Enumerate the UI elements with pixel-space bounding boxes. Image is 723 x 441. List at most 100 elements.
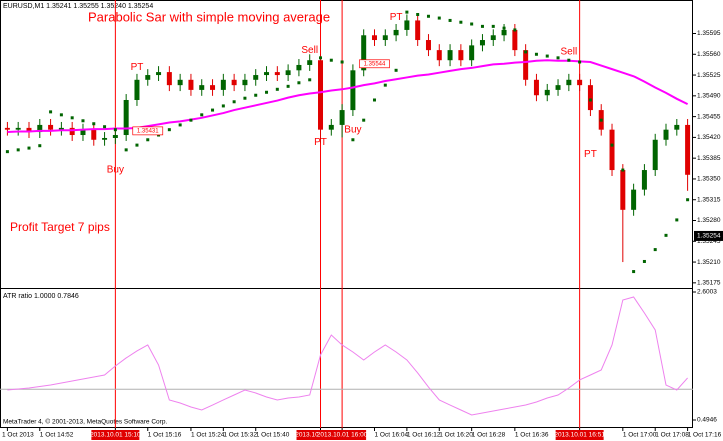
sar-dot [459, 20, 463, 24]
candle-body [48, 124, 54, 130]
sar-dot [426, 14, 430, 18]
sar-dot [319, 56, 323, 60]
sar-dot [405, 10, 409, 14]
candle-body [501, 29, 507, 36]
sar-dot [167, 128, 171, 132]
candle-body [404, 20, 410, 30]
candle-body [544, 89, 550, 96]
sar-dot [308, 78, 312, 82]
candle-body [641, 170, 647, 190]
x-tick-highlight [555, 430, 604, 440]
sar-dot [470, 22, 474, 26]
signal-label: PT [584, 149, 597, 160]
chart-title: Parabolic Sar with simple moving average [88, 9, 330, 24]
sar-dot [70, 116, 74, 120]
candle-body [555, 85, 561, 90]
sar-dot [38, 144, 42, 148]
sar-dot [621, 168, 625, 172]
candle-body [307, 60, 313, 65]
candle-body [382, 35, 388, 41]
x-tick-label: 2013.10.01 16:00 [317, 432, 368, 439]
x-tick-label: 1 Oct 15:40 [256, 432, 290, 439]
sar-dot [275, 87, 279, 91]
sar-dot [513, 28, 517, 32]
sar-dot [232, 100, 236, 104]
candle-body [102, 137, 108, 140]
candle-body [231, 79, 237, 86]
x-tick-label: 1 Oct 2013 [2, 432, 34, 439]
candle-body [663, 129, 669, 140]
sar-dot [534, 52, 538, 56]
sar-dot [653, 248, 657, 252]
x-tick-label: 2013.10.01 15:10 [90, 432, 141, 439]
candle-body [469, 45, 475, 61]
sar-dot [243, 96, 247, 100]
candle-body [199, 85, 205, 90]
candle-body [631, 189, 637, 210]
sar-dot [394, 68, 398, 72]
y-tick-label: 1.35595 [697, 30, 721, 37]
candle-body [4, 127, 10, 130]
signal-label: PT [314, 137, 327, 148]
atr-line [7, 296, 688, 416]
sar-dot [124, 148, 128, 152]
candle-body [91, 129, 97, 140]
y-tick-label: 1.35350 [697, 176, 721, 183]
candle-body [285, 70, 291, 76]
x-tick-label: 1 Oct 17:16 [688, 432, 722, 439]
candle-body [264, 72, 270, 76]
current-price: 1.35254 [697, 233, 721, 240]
candle-body [220, 79, 226, 90]
candle-body [26, 127, 32, 133]
sar-dot [632, 270, 636, 274]
signal-label: Sell [560, 47, 577, 58]
x-tick-label: 2013.10.01 16:51 [554, 432, 605, 439]
y-tick-label: 1.35525 [697, 72, 721, 79]
sar-dot [27, 146, 31, 150]
sar-dot [59, 113, 63, 117]
sar-dot [567, 58, 571, 62]
sar-dot [362, 118, 366, 122]
candle-body [566, 79, 572, 86]
candle-body [156, 72, 162, 76]
y-tick-label: 1.35560 [697, 51, 721, 58]
candle-body [371, 35, 377, 41]
y-tick-label: 1.35210 [697, 259, 721, 266]
sar-dot [664, 233, 668, 237]
x-tick-label: 1 Oct 15:24 [191, 432, 225, 439]
candle-body [166, 72, 172, 86]
sar-dot [286, 84, 290, 88]
candle-body [177, 79, 183, 86]
sar-dot [340, 60, 344, 64]
candle-body [425, 40, 431, 51]
moving-average [7, 59, 689, 134]
signal-label: Sell [301, 45, 318, 56]
sar-dot [524, 50, 528, 54]
signal-label: PT [390, 12, 403, 23]
candle-body [123, 99, 129, 136]
candle-body [339, 110, 345, 125]
candle-body [361, 35, 367, 71]
candle-body [436, 50, 442, 61]
note: Profit Target 7 pips [10, 220, 110, 234]
y-tick-label: 1.35490 [697, 93, 721, 100]
candle-body [577, 79, 583, 86]
signal-label: Buy [344, 124, 361, 135]
sar-dot [103, 125, 107, 129]
sar-dot [437, 16, 441, 20]
signal-label: Buy [107, 165, 124, 176]
sar-dot [329, 58, 333, 62]
candle-body [350, 70, 356, 111]
y-tick-label: 1.35420 [697, 134, 721, 141]
candle-body [620, 170, 626, 210]
x-tick-label: 1 Oct 16:36 [515, 432, 549, 439]
candle-body [318, 60, 324, 130]
sar-dot [416, 12, 420, 16]
x-tick-label: 1 Oct 16:20 [439, 432, 473, 439]
x-tick-label: 1 Oct 16:12 [407, 432, 441, 439]
sar-dot [372, 98, 376, 102]
candle-body [188, 79, 194, 90]
sar-dot [146, 138, 150, 142]
candle-body [37, 124, 43, 133]
candle-body [685, 124, 691, 175]
